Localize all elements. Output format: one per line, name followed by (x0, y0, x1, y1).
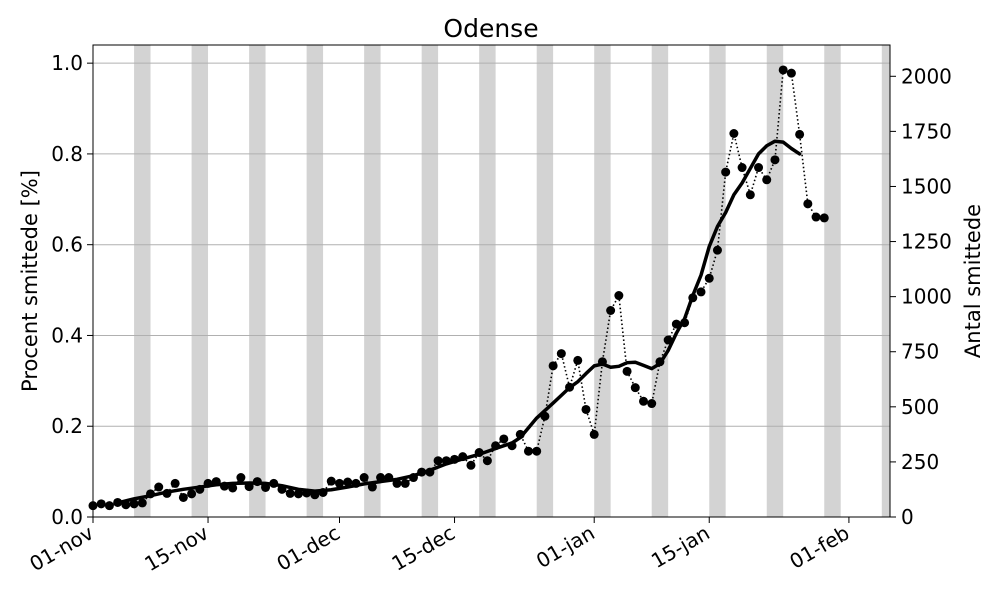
daily-data-point (104, 501, 114, 511)
daily-data-point (606, 306, 616, 315)
daily-data-point (704, 273, 714, 283)
weekend-band (766, 45, 784, 517)
daily-data-point (400, 478, 410, 488)
daily-data-point (745, 190, 755, 200)
daily-data-point (433, 456, 443, 466)
daily-data-point (334, 478, 344, 488)
left-axis-title: Procent smittede [%] (18, 170, 42, 392)
daily-data-point (729, 129, 739, 138)
right-tick-label: 2000 (901, 64, 952, 88)
daily-data-point (326, 476, 336, 486)
left-tick-label: 0.0 (51, 505, 83, 529)
left-tick-label: 0.6 (51, 233, 83, 257)
average-series-line (115, 139, 802, 505)
daily-data-point (482, 456, 492, 466)
left-tick-label: 0.4 (51, 323, 83, 347)
daily-data-point (762, 175, 772, 185)
daily-data-point (721, 167, 731, 177)
right-tick-label: 500 (901, 395, 939, 419)
weekend-band (421, 45, 439, 517)
daily-data-point (178, 492, 188, 502)
daily-data-point (343, 477, 353, 487)
weekend-band (479, 45, 496, 517)
weekend-band (594, 45, 611, 517)
daily-data-point (285, 488, 295, 498)
left-tick-label: 0.2 (51, 414, 83, 438)
right-tick-label: 750 (901, 340, 939, 364)
daily-data-point (803, 199, 813, 209)
daily-data-point (236, 473, 246, 483)
daily-data-point (96, 499, 106, 509)
series-layer (88, 65, 829, 511)
daily-data-point (811, 212, 821, 222)
right-tick-label: 250 (901, 450, 939, 474)
left-tick-label: 1.0 (51, 51, 83, 75)
weekend-band (881, 45, 890, 517)
daily-data-point (532, 446, 542, 456)
gridlines (93, 62, 890, 518)
left-tick-label: 0.8 (51, 142, 83, 166)
right-tick-label: 1000 (901, 285, 952, 309)
weekend-band (191, 45, 209, 517)
daily-data-point (770, 155, 780, 165)
daily-data-point (137, 498, 147, 508)
right-axis-title: Antal smittede (961, 204, 985, 358)
daily-data-point (548, 361, 558, 371)
right-tick-label: 0 (901, 505, 914, 529)
weekend-band (651, 45, 669, 517)
daily-data-point (778, 65, 788, 75)
daily-data-point (359, 473, 369, 483)
plot-frame (92, 44, 891, 518)
right-tick-label: 1500 (901, 174, 952, 198)
daily-data-point (737, 163, 747, 173)
daily-data-point (639, 396, 649, 406)
weekend-band (364, 45, 381, 517)
daily-data-point (581, 404, 591, 414)
weekend-band (709, 45, 726, 517)
daily-data-point (754, 163, 764, 173)
daily-data-point (187, 489, 197, 499)
weekend-band (306, 45, 324, 517)
daily-data-point (129, 499, 139, 509)
weekend-band (249, 45, 266, 517)
daily-data-point (795, 129, 805, 139)
daily-data-point (622, 366, 632, 376)
daily-data-point (499, 434, 509, 444)
daily-data-point (696, 287, 706, 297)
right-tick-label: 1750 (901, 119, 952, 143)
weekend-band (824, 45, 841, 517)
daily-data-point (466, 460, 476, 470)
weekend-band (536, 45, 554, 517)
weekend-band (134, 45, 151, 517)
daily-data-point (228, 483, 238, 493)
daily-data-point (573, 355, 583, 365)
chart-title: Odense (443, 14, 538, 43)
daily-data-point (614, 291, 624, 301)
daily-data-point (819, 213, 829, 223)
daily-data-point (170, 478, 180, 488)
right-tick-label: 1250 (901, 230, 952, 254)
daily-data-point (523, 446, 533, 456)
daily-data-point (647, 399, 657, 409)
daily-data-point (293, 489, 303, 499)
daily-data-point (786, 68, 796, 78)
daily-data-point (712, 245, 722, 255)
daily-data-point (589, 429, 599, 439)
daily-data-point (630, 383, 640, 393)
daily-data-point (556, 349, 566, 359)
daily-data-point (154, 482, 164, 492)
